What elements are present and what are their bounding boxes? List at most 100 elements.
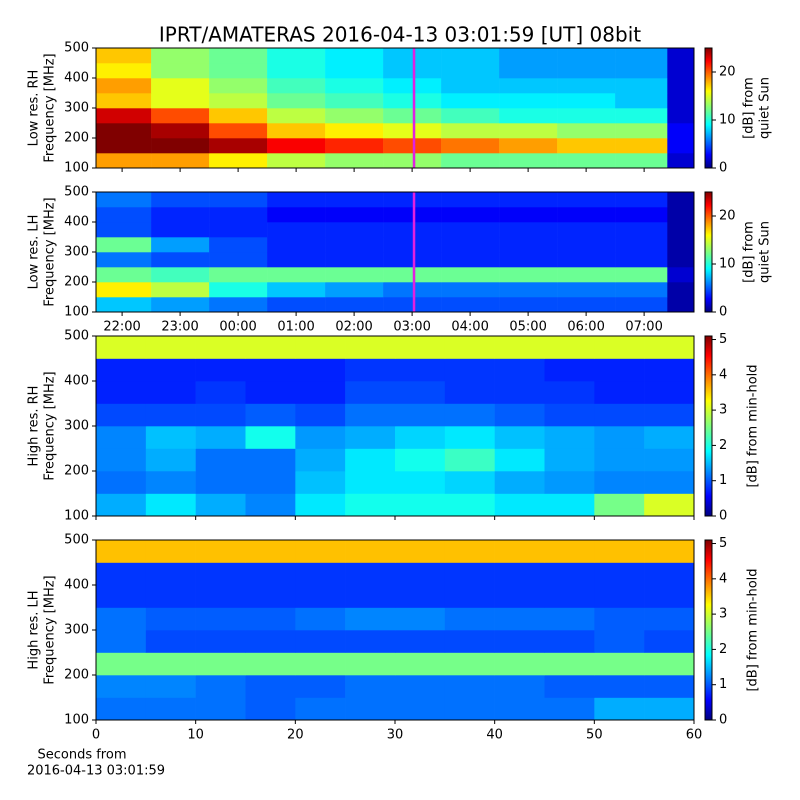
heatmap-cell: [441, 222, 500, 238]
heatmap-cell: [151, 93, 210, 109]
heatmap-cell: [295, 493, 346, 517]
heatmap-cell: [644, 540, 695, 563]
heatmap-cell: [195, 426, 246, 449]
heatmap-cell: [644, 675, 695, 698]
y-axis-label: High res. LH: [27, 590, 42, 669]
heatmap-cell: [383, 252, 442, 268]
heatmap-cell: [245, 562, 296, 586]
heatmap-cell: [594, 493, 645, 517]
heatmap-cell: [325, 237, 384, 253]
heatmap-cell: [209, 207, 268, 223]
heatmap-cell: [594, 403, 645, 427]
heatmap-cell: [295, 697, 346, 721]
heatmap-cell: [644, 493, 695, 517]
heatmap-cell: [499, 93, 558, 109]
heatmap-cell: [145, 562, 196, 586]
heatmap-cell: [557, 93, 616, 109]
y-tick-label: 200: [64, 275, 89, 290]
heatmap-cell: [145, 471, 196, 494]
heatmap-cell: [96, 652, 147, 676]
heatmap-cell: [444, 358, 495, 382]
heatmap-cell: [145, 652, 196, 676]
heatmap-cell: [594, 607, 645, 631]
x-tick-label: 06:00: [567, 320, 604, 335]
heatmap-cell: [295, 403, 346, 427]
heatmap-cell: [395, 675, 446, 698]
heatmap-cell: [444, 585, 495, 608]
heatmap-cell: [494, 336, 545, 359]
heatmap-cell: [615, 48, 668, 64]
heatmap-cell: [667, 207, 695, 223]
heatmap-cell: [345, 448, 396, 472]
heatmap-cell: [544, 493, 595, 517]
heatmap-cell: [667, 267, 695, 283]
heatmap-cell: [151, 63, 210, 79]
heatmap-cell: [544, 652, 595, 676]
y-axis-label: Frequency [MHz]: [43, 53, 58, 162]
heatmap-cell: [96, 63, 152, 79]
heatmap-cell: [145, 403, 196, 427]
heatmap-cell: [544, 426, 595, 449]
heatmap-cell: [544, 540, 595, 563]
heatmap-cell: [209, 252, 268, 268]
heatmap-cell: [494, 403, 545, 427]
y-tick-label: 400: [64, 578, 89, 593]
heatmap-cell: [145, 358, 196, 382]
heatmap-cell: [245, 585, 296, 608]
y-tick-label: 400: [64, 71, 89, 86]
heatmap-cell: [151, 207, 210, 223]
heatmap-cell: [557, 192, 616, 208]
heatmap-cell: [544, 562, 595, 586]
heatmap-cell: [494, 585, 545, 608]
heatmap-cell: [295, 630, 346, 653]
heatmap-cell: [96, 123, 152, 139]
heatmap-cell: [594, 448, 645, 472]
heatmap-cell: [395, 630, 446, 653]
heatmap-cell: [594, 675, 645, 698]
heatmap-cell: [195, 493, 246, 517]
heatmap-cell: [96, 426, 147, 449]
heatmap-cell: [494, 471, 545, 494]
heatmap-cell: [325, 282, 384, 298]
heatmap-cell: [96, 48, 152, 64]
heatmap-cell: [557, 63, 616, 79]
heatmap-cell: [441, 123, 500, 139]
heatmap-cell: [96, 222, 152, 238]
heatmap-cell: [557, 48, 616, 64]
heatmap-cell: [444, 562, 495, 586]
heatmap-cell: [395, 381, 446, 404]
heatmap-cell: [345, 358, 396, 382]
colorbar: [704, 47, 713, 169]
heatmap-cell: [345, 493, 396, 517]
heatmap-cell: [499, 282, 558, 298]
heatmap-cell: [494, 358, 545, 382]
heatmap-cell: [557, 267, 616, 283]
heatmap-cell: [494, 607, 545, 631]
y-tick-label: 100: [64, 713, 89, 728]
heatmap-cell: [325, 153, 384, 169]
heatmap-cell: [544, 381, 595, 404]
heatmap-cell: [499, 153, 558, 169]
heatmap-cell: [544, 697, 595, 721]
heatmap-cell: [383, 297, 442, 313]
heatmap-cell: [245, 675, 296, 698]
heatmap-cell: [96, 562, 147, 586]
heatmap-cell: [499, 63, 558, 79]
heatmap-cell: [441, 252, 500, 268]
heatmap-cell: [151, 108, 210, 124]
heatmap-cell: [96, 585, 147, 608]
heatmap-cell: [594, 540, 645, 563]
heatmap-cell: [209, 297, 268, 313]
heatmap-cell: [494, 448, 545, 472]
heatmap-cell: [644, 336, 695, 359]
y-axis-label: Frequency [MHz]: [43, 197, 58, 306]
heatmap-cell: [267, 297, 326, 313]
colorbar-tick-label: 5: [719, 536, 727, 551]
heatmap-cell: [615, 78, 668, 94]
heatmap-cell: [145, 336, 196, 359]
heatmap-cell: [499, 108, 558, 124]
heatmap-cell: [667, 153, 695, 169]
y-tick-label: 300: [64, 623, 89, 638]
y-tick-label: 100: [64, 161, 89, 176]
heatmap-cell: [267, 222, 326, 238]
